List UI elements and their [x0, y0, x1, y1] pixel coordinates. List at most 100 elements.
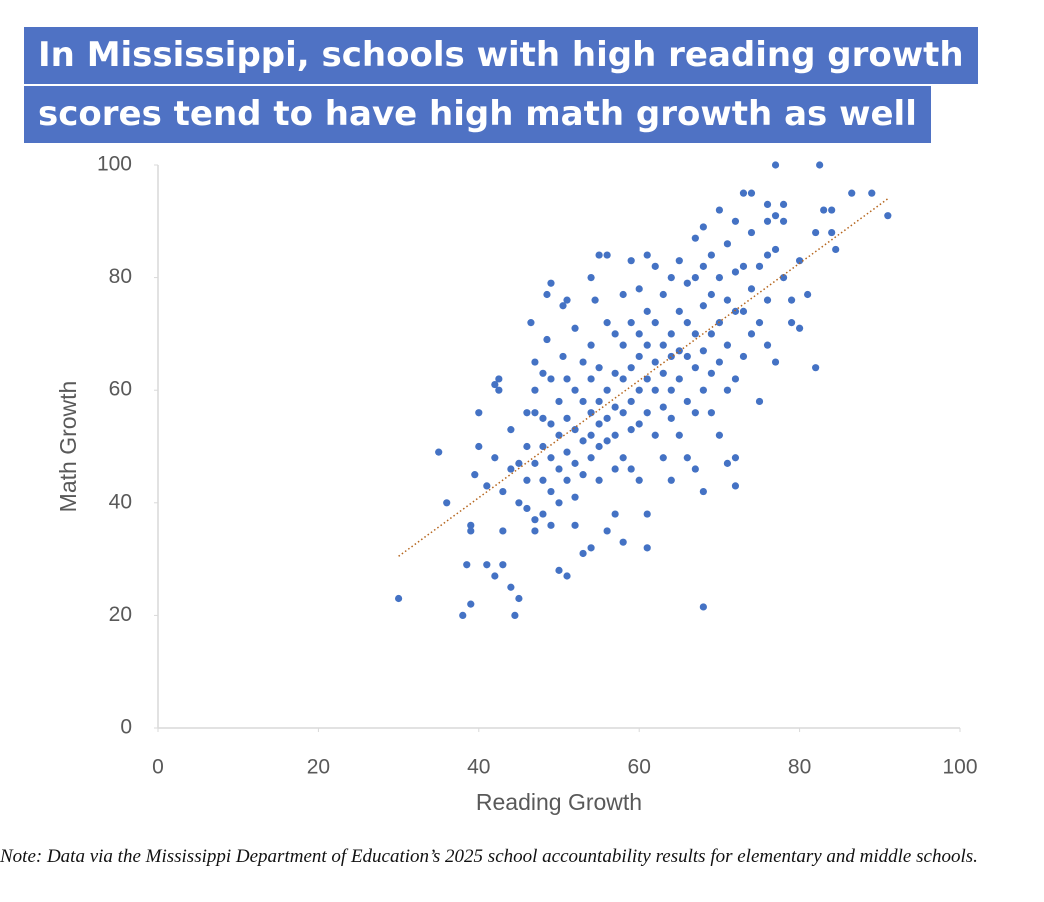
- point: [499, 487, 507, 496]
- point: [543, 290, 551, 299]
- point: [571, 324, 579, 332]
- point: [579, 471, 587, 479]
- point: [495, 375, 503, 383]
- y-tick-label: 60: [109, 378, 132, 401]
- point: [547, 375, 555, 383]
- point: [667, 352, 675, 361]
- y-tick-label: 20: [109, 603, 132, 626]
- point: [471, 471, 479, 479]
- point: [579, 358, 587, 366]
- point: [731, 482, 740, 490]
- point: [731, 454, 740, 462]
- point: [587, 274, 595, 282]
- point: [563, 572, 571, 580]
- x-tick-label: 60: [628, 756, 651, 779]
- point: [643, 375, 651, 383]
- point: [731, 268, 740, 276]
- point: [547, 521, 555, 529]
- point: [731, 375, 740, 383]
- point: [539, 414, 547, 422]
- point: [699, 603, 707, 611]
- point: [747, 189, 756, 197]
- point: [475, 409, 483, 417]
- point: [675, 257, 683, 265]
- point: [523, 504, 531, 513]
- point: [579, 397, 587, 406]
- point: [651, 262, 659, 270]
- point: [699, 347, 707, 355]
- point: [763, 296, 772, 304]
- x-axis-label: Reading Growth: [476, 789, 642, 815]
- point: [723, 386, 732, 394]
- point: [699, 386, 707, 394]
- point: [739, 189, 748, 197]
- point: [675, 307, 683, 315]
- point: [635, 330, 643, 338]
- point: [675, 375, 683, 383]
- point: [723, 296, 732, 304]
- point: [443, 499, 451, 507]
- point: [579, 549, 587, 558]
- y-tick-label: 80: [109, 265, 132, 288]
- point: [563, 296, 571, 304]
- point: [587, 409, 595, 417]
- point: [547, 279, 555, 287]
- point: [595, 251, 603, 259]
- point: [643, 409, 651, 417]
- point: [779, 274, 788, 282]
- point: [531, 358, 539, 366]
- point: [651, 386, 659, 394]
- point: [463, 561, 471, 569]
- point: [603, 437, 611, 445]
- y-tick-label: 0: [120, 716, 132, 739]
- point: [699, 487, 707, 496]
- point: [699, 223, 707, 231]
- point: [707, 369, 715, 377]
- point: [659, 403, 667, 411]
- title-line: In Mississippi, schools with high readin…: [24, 27, 978, 84]
- point: [603, 319, 611, 327]
- point: [603, 527, 611, 535]
- title-line: scores tend to have high math growth as …: [24, 86, 931, 143]
- point: [635, 285, 643, 293]
- point: [699, 302, 707, 310]
- point: [495, 386, 503, 394]
- point: [571, 459, 579, 467]
- point: [812, 364, 820, 372]
- point: [723, 459, 732, 467]
- point: [643, 510, 651, 518]
- point: [820, 206, 828, 214]
- point: [555, 566, 563, 574]
- point: [547, 420, 555, 428]
- point: [723, 341, 732, 349]
- point: [707, 290, 715, 299]
- point: [571, 386, 579, 394]
- point: [587, 375, 595, 383]
- point: [507, 465, 515, 473]
- point: [483, 482, 491, 490]
- point: [787, 319, 796, 327]
- point: [531, 386, 539, 394]
- point: [683, 352, 691, 361]
- point: [531, 409, 539, 417]
- point: [691, 409, 699, 417]
- point: [539, 369, 547, 377]
- point: [619, 341, 627, 349]
- point: [787, 296, 796, 304]
- point: [707, 409, 715, 417]
- point: [747, 330, 756, 338]
- point: [683, 279, 691, 287]
- point: [555, 499, 563, 507]
- point: [651, 358, 659, 366]
- point: [635, 476, 643, 484]
- point: [595, 476, 603, 484]
- point: [595, 420, 603, 428]
- point: [571, 521, 579, 529]
- point: [559, 302, 567, 310]
- point: [491, 380, 499, 389]
- point: [643, 307, 651, 315]
- point: [531, 527, 539, 535]
- point: [611, 431, 619, 439]
- point: [619, 375, 627, 383]
- point: [691, 274, 699, 282]
